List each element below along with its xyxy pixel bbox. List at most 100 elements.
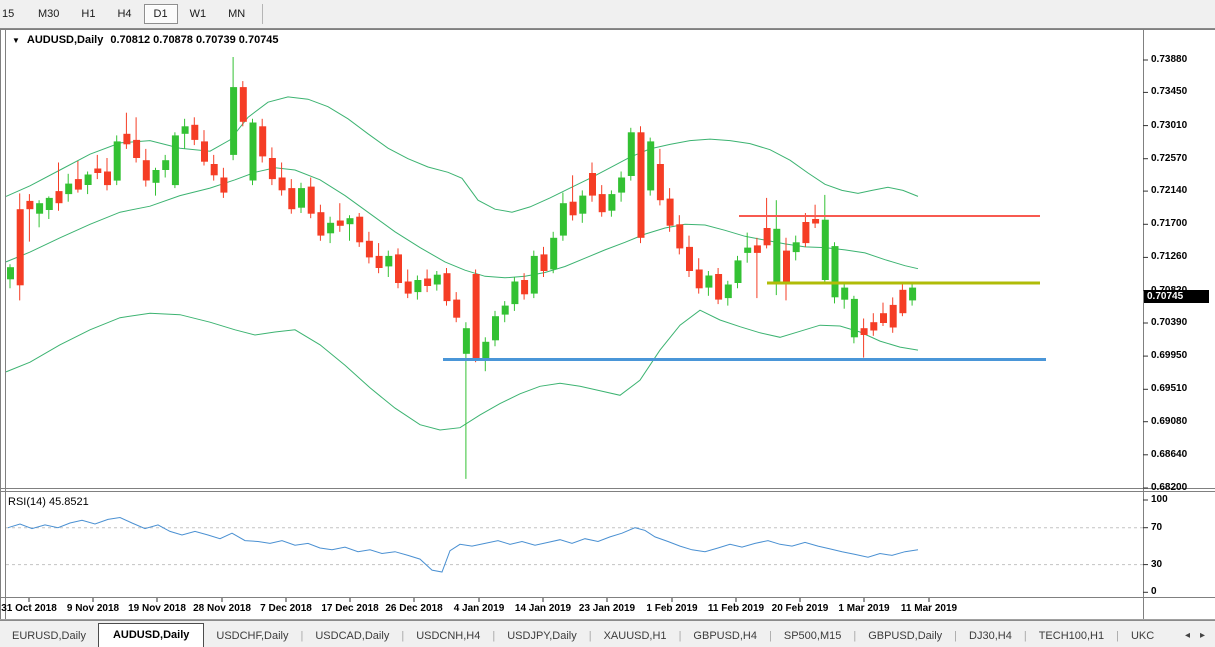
price-axis-label: 0.70390 [1151, 317, 1188, 328]
candle-body [278, 177, 286, 191]
candle-body [899, 289, 907, 314]
candle-body [74, 179, 82, 190]
candle-body [84, 174, 92, 185]
candle-body [191, 124, 199, 140]
candle-body [589, 173, 596, 196]
chart-tab-ukc[interactable]: UKC [1130, 630, 1155, 642]
candle-body [773, 228, 781, 284]
candle-body [104, 171, 111, 186]
date-axis-label: 14 Jan 2019 [514, 603, 572, 614]
candle-body [618, 177, 626, 193]
candle-body [511, 281, 519, 305]
candle-body [162, 160, 170, 170]
date-axis-label: 19 Nov 2018 [128, 603, 186, 614]
timeframe-toolbar: 15 M30 H1 H4 D1 W1 MN [0, 0, 1215, 29]
timeframe-button-15[interactable]: 15 [2, 8, 15, 20]
candle-body [472, 274, 480, 360]
tab-separator: | [853, 630, 857, 642]
chart-header: ▼ AUDUSD,Daily 0.70812 0.70878 0.70739 0… [12, 34, 279, 46]
rsi-line [7, 516, 919, 573]
tab-separator: | [1116, 630, 1119, 642]
chart-tab-usdcad[interactable]: USDCAD,Daily [315, 630, 390, 642]
symbol-dropdown-icon[interactable]: ▼ [12, 35, 20, 45]
timeframe-button-w1[interactable]: W1 [189, 8, 207, 20]
price-axis-label: 0.69080 [1151, 416, 1188, 427]
current-price-badge: 0.70745 [1144, 290, 1209, 303]
candle-body [230, 87, 238, 155]
tab-scroll-left-icon[interactable]: ◂ [1184, 630, 1190, 641]
candle-body [647, 141, 655, 191]
chart-tab-gbpusd[interactable]: GBPUSD,H4 [693, 630, 757, 642]
candle-body [133, 139, 141, 158]
candle-body [55, 191, 63, 204]
candle-body [870, 322, 878, 331]
price-axis-label: 0.68200 [1151, 482, 1188, 493]
candle-body [453, 299, 461, 318]
candle-body [16, 209, 24, 286]
candle-body [210, 164, 218, 176]
rsi-scale-label: 100 [1151, 494, 1168, 505]
candle-body [201, 141, 208, 162]
candle-body [889, 304, 897, 328]
price-axis-label: 0.73880 [1151, 54, 1188, 65]
candle-body [395, 254, 402, 283]
candle-body [298, 188, 305, 208]
candle-body [530, 255, 538, 294]
price-axis-label: 0.69950 [1151, 350, 1188, 361]
rsi-scale-label: 70 [1151, 522, 1163, 533]
chart-tab-gbpusd[interactable]: GBPUSD,Daily [868, 630, 943, 642]
date-axis-label: 17 Dec 2018 [321, 603, 379, 614]
candle-body [695, 269, 703, 289]
candle-body [336, 220, 344, 226]
candle-body [327, 222, 335, 234]
price-axis-label: 0.73010 [1151, 120, 1188, 131]
candle-body [317, 212, 325, 236]
candle-body [637, 132, 645, 238]
candle-body [521, 280, 529, 295]
candle-body [559, 203, 567, 236]
timeframe-button-h1[interactable]: H1 [81, 8, 96, 20]
candle-body [152, 170, 160, 183]
price-axis-label: 0.73450 [1151, 86, 1188, 97]
date-axis-label: 26 Dec 2018 [385, 603, 443, 614]
bollinger-upper-band [5, 96, 919, 213]
chart-tab-eurusd[interactable]: EURUSD,Daily [12, 630, 86, 642]
chart-symbol-title: AUDUSD,Daily [26, 34, 104, 46]
bollinger-middle-band [5, 167, 919, 279]
tab-scroll-right-icon[interactable]: ▸ [1199, 630, 1205, 641]
chart-tab-usdjpy[interactable]: USDJPY,Daily [507, 630, 577, 642]
rsi-scale-label: 30 [1151, 559, 1163, 570]
price-axis-label: 0.71260 [1151, 251, 1188, 262]
timeframe-button-h4[interactable]: H4 [117, 8, 132, 20]
chart-tab-sp500[interactable]: SP500,M15 [783, 630, 842, 642]
tab-separator: | [954, 630, 958, 642]
chart-tab-tech100[interactable]: TECH100,H1 [1038, 630, 1105, 642]
candle-body [288, 188, 296, 210]
chart-tab-audusd[interactable]: AUDUSD,Daily [97, 623, 205, 647]
tab-separator: | [588, 630, 592, 642]
chart-tab-bar: EURUSD,Daily AUDUSD,Daily USDCHF,Daily | USD… [0, 620, 1215, 647]
date-axis-label: 9 Nov 2018 [66, 603, 120, 614]
date-axis-label: 1 Mar 2019 [838, 603, 890, 614]
candle-body [501, 305, 509, 315]
candle-body [627, 132, 635, 176]
timeframe-button-mn[interactable]: MN [228, 8, 246, 20]
chart-tab-usdcnh[interactable]: USDCNH,H4 [416, 630, 481, 642]
chart-tab-dj30[interactable]: DJ30,H4 [969, 630, 1012, 642]
candle-body [744, 247, 752, 253]
date-axis-label: 7 Dec 2018 [260, 603, 312, 614]
candle-body [792, 242, 800, 253]
tab-separator: | [1023, 630, 1027, 642]
candle-body [569, 201, 577, 216]
chart-tab-xauusd[interactable]: XAUUSD,H1 [603, 630, 667, 642]
candle-body [385, 255, 393, 267]
chart-canvas[interactable] [0, 0, 1215, 620]
tab-separator: | [769, 630, 772, 642]
timeframe-button-d1[interactable]: D1 [143, 4, 178, 24]
timeframe-button-m30[interactable]: M30 [38, 8, 60, 20]
candle-body [113, 141, 121, 181]
candle-body [492, 316, 499, 341]
candle-body [414, 280, 422, 293]
chart-tab-usdchf[interactable]: USDCHF,Daily [216, 630, 289, 642]
